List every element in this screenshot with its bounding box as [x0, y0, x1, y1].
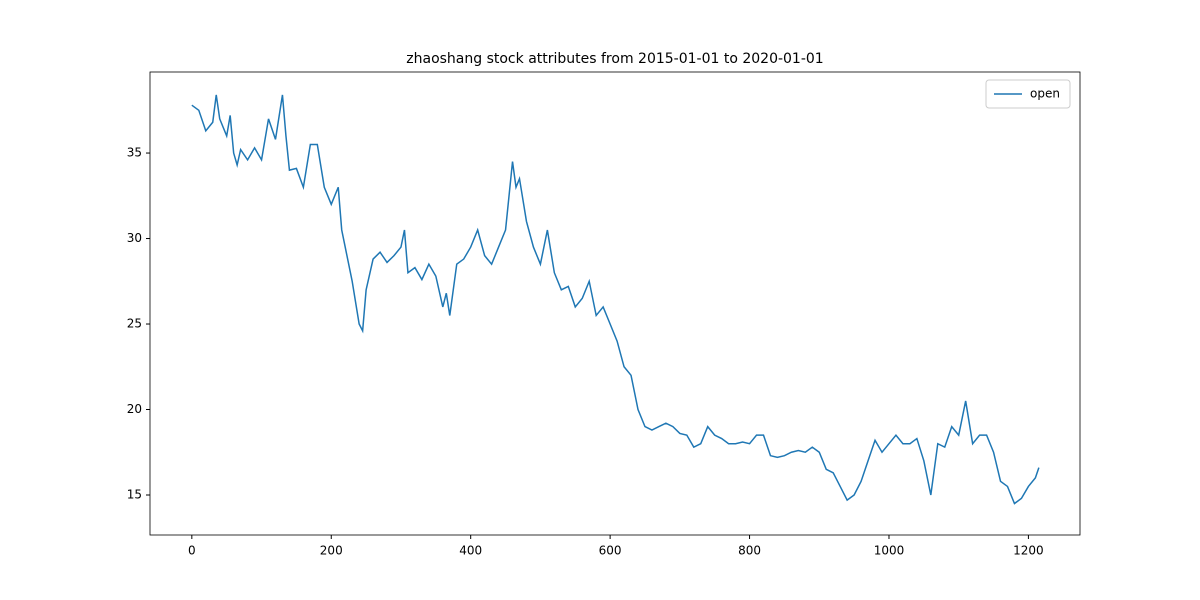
x-tick-label: 400 — [459, 544, 482, 558]
line — [191, 94, 1040, 505]
y-tick-label: 35 — [127, 146, 142, 160]
x-tick-label: 600 — [599, 544, 622, 558]
plot-frame — [149, 71, 1081, 536]
y-tick-label: 20 — [127, 402, 142, 416]
x-tick-label: 1200 — [1013, 544, 1044, 558]
x-tick-label: 800 — [738, 544, 761, 558]
chart-title: zhaoshang stock attributes from 2015-01-… — [406, 51, 823, 67]
x-tick-label: 1000 — [874, 544, 905, 558]
y-tick-label: 25 — [127, 317, 142, 331]
legend-label: open — [1030, 87, 1060, 101]
y-tick-label: 30 — [127, 231, 142, 245]
x-tick-label: 0 — [188, 544, 196, 558]
x-tick-label: 200 — [320, 544, 343, 558]
legend-box — [985, 79, 1071, 109]
y-tick-label: 15 — [127, 487, 142, 501]
